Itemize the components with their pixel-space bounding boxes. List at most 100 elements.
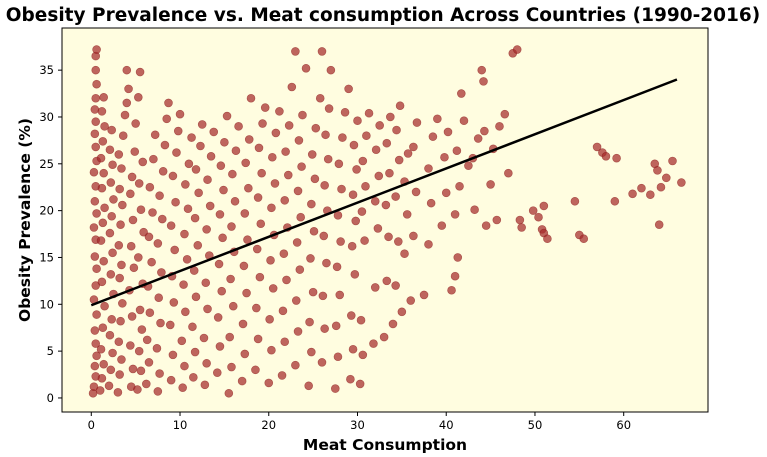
data-point bbox=[457, 89, 466, 98]
data-point bbox=[228, 301, 238, 311]
data-point bbox=[90, 105, 100, 114]
data-point bbox=[477, 65, 487, 75]
data-point bbox=[107, 314, 116, 324]
data-point bbox=[384, 232, 393, 242]
data-point bbox=[668, 156, 677, 166]
data-point bbox=[183, 204, 193, 214]
data-point bbox=[91, 281, 101, 290]
y-tick-label: 35 bbox=[39, 63, 54, 77]
data-point bbox=[315, 93, 325, 103]
data-point bbox=[255, 272, 265, 282]
data-point bbox=[227, 362, 236, 372]
data-point bbox=[92, 310, 101, 319]
data-point bbox=[234, 122, 243, 131]
data-point bbox=[122, 98, 132, 108]
data-point bbox=[109, 195, 118, 204]
x-axis-label: Meat Consumption bbox=[303, 436, 467, 454]
data-point bbox=[165, 320, 175, 330]
data-point bbox=[291, 47, 300, 56]
data-point bbox=[297, 162, 306, 171]
data-point bbox=[385, 168, 394, 178]
data-point bbox=[357, 207, 367, 216]
data-point bbox=[323, 154, 333, 164]
data-point bbox=[135, 305, 145, 315]
data-point bbox=[320, 181, 329, 190]
data-point bbox=[296, 212, 306, 222]
data-point bbox=[293, 186, 303, 196]
data-point bbox=[322, 258, 331, 268]
data-point bbox=[539, 201, 549, 211]
data-point bbox=[115, 273, 124, 283]
data-point bbox=[394, 237, 403, 246]
x-tick-label: 10 bbox=[173, 418, 188, 432]
data-point bbox=[268, 152, 277, 162]
data-point bbox=[253, 193, 263, 202]
data-point bbox=[479, 77, 488, 86]
data-point bbox=[324, 104, 334, 113]
data-point bbox=[601, 152, 611, 161]
data-point bbox=[278, 306, 288, 316]
data-point bbox=[360, 236, 369, 245]
data-point bbox=[181, 180, 190, 189]
data-point bbox=[517, 223, 526, 232]
data-point bbox=[231, 146, 241, 155]
data-point bbox=[187, 133, 196, 142]
data-point bbox=[129, 263, 139, 273]
data-point bbox=[280, 337, 290, 347]
data-point bbox=[114, 150, 124, 159]
data-point bbox=[219, 185, 228, 195]
data-point bbox=[92, 209, 101, 218]
data-point bbox=[108, 160, 117, 170]
data-point bbox=[155, 191, 164, 200]
data-point bbox=[126, 189, 135, 199]
data-point bbox=[105, 228, 115, 238]
data-point bbox=[292, 238, 302, 247]
data-point bbox=[318, 291, 328, 301]
data-point bbox=[115, 370, 124, 379]
data-point bbox=[90, 361, 100, 371]
plot-area bbox=[62, 28, 708, 412]
data-point bbox=[337, 184, 346, 194]
data-point bbox=[358, 156, 368, 166]
data-point bbox=[653, 166, 662, 175]
y-tick-label: 20 bbox=[39, 204, 54, 218]
data-point bbox=[120, 110, 130, 120]
data-point bbox=[156, 318, 165, 328]
data-point bbox=[364, 108, 374, 118]
data-point bbox=[447, 285, 456, 295]
data-point bbox=[96, 236, 106, 245]
data-point bbox=[225, 332, 235, 342]
data-point bbox=[90, 129, 100, 139]
data-point bbox=[96, 153, 106, 163]
data-point bbox=[134, 179, 144, 188]
data-point bbox=[215, 342, 225, 351]
data-point bbox=[361, 181, 370, 191]
data-point bbox=[280, 196, 290, 205]
data-point bbox=[95, 386, 105, 395]
data-point bbox=[203, 175, 212, 185]
data-point bbox=[362, 131, 371, 141]
data-point bbox=[99, 168, 109, 178]
data-point bbox=[175, 109, 185, 119]
data-point bbox=[433, 114, 442, 124]
data-point bbox=[122, 65, 132, 75]
data-point bbox=[271, 128, 281, 138]
data-point bbox=[486, 180, 495, 189]
data-point bbox=[108, 248, 117, 258]
data-point bbox=[105, 145, 115, 155]
data-point bbox=[305, 317, 314, 327]
y-tick-label: 5 bbox=[47, 344, 54, 358]
data-point bbox=[193, 240, 203, 250]
data-point bbox=[257, 168, 266, 178]
data-point bbox=[353, 116, 362, 126]
data-point bbox=[369, 339, 378, 348]
data-point bbox=[391, 192, 400, 201]
data-point bbox=[504, 168, 513, 178]
data-point bbox=[89, 382, 99, 392]
data-point bbox=[90, 326, 100, 335]
data-point bbox=[222, 111, 232, 121]
data-point bbox=[230, 196, 240, 206]
x-axis: 0 10 20 30 40 50 60 bbox=[88, 412, 631, 432]
data-point bbox=[310, 174, 320, 184]
